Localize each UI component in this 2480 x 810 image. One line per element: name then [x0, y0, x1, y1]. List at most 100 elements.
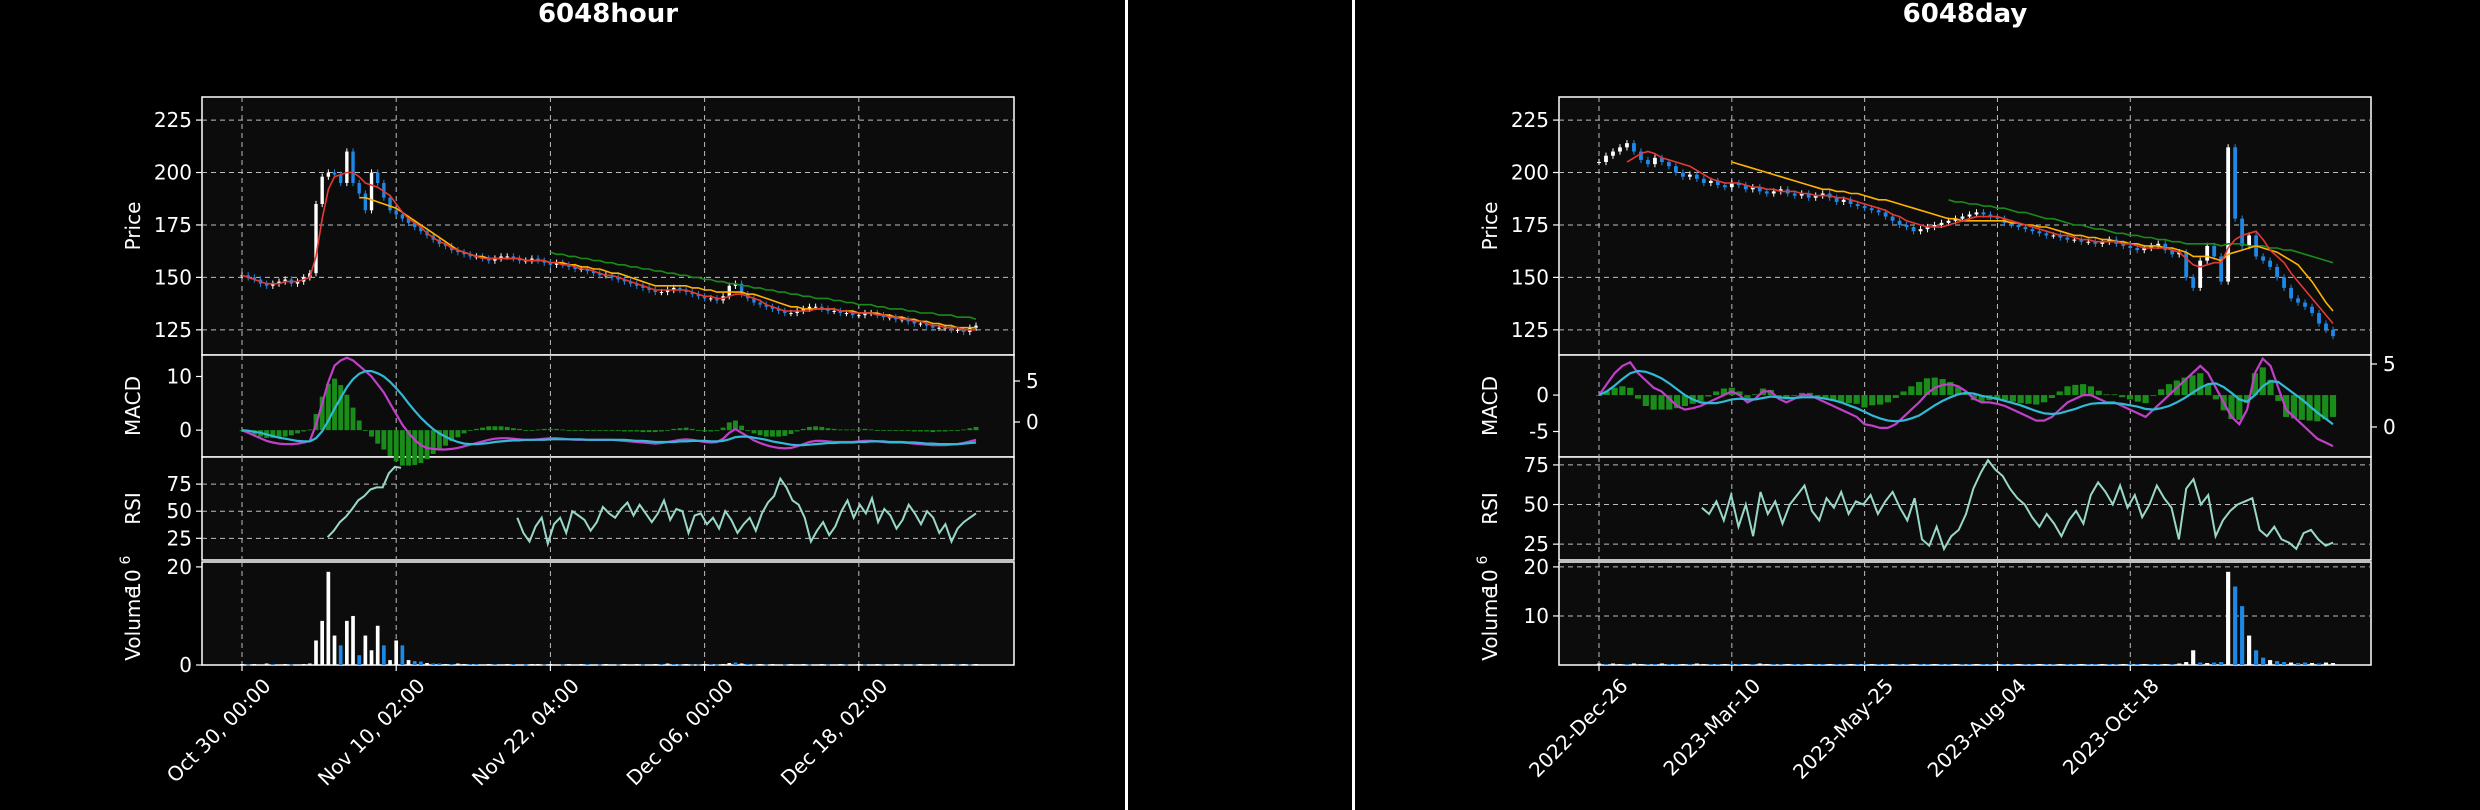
daily-volume-bar — [1820, 664, 1825, 666]
hourly-macd-ylabel: MACD — [121, 376, 145, 436]
hourly-candle-body — [937, 327, 941, 329]
hourly-candle-body — [573, 266, 577, 269]
hourly-macd-histogram-bar — [794, 430, 800, 432]
daily-candle-body — [1855, 203, 1860, 207]
daily-macd-histogram-bar — [2001, 395, 2009, 401]
daily-candle-body — [1722, 185, 1727, 188]
daily-volume-bar — [1603, 664, 1609, 666]
hourly-macd-histogram-bar — [369, 430, 374, 437]
daily-volume-bar — [2107, 664, 2112, 666]
hourly-macd-histogram-bar — [640, 430, 646, 433]
hourly-candle-body — [468, 254, 472, 257]
daily-candle-body — [1925, 227, 1930, 230]
daily-rsi-ytick-label: 25 — [1524, 532, 1549, 556]
daily-volume-bar — [1764, 664, 1769, 666]
daily-candle-body — [1639, 151, 1643, 160]
hourly-price-ytick-label: 125 — [154, 318, 192, 342]
daily-macd-histogram-bar — [2165, 384, 2173, 396]
daily-macd-histogram-bar — [2040, 395, 2048, 403]
daily-ma-mid-line — [1731, 161, 2334, 312]
daily-volume-bar — [1736, 664, 1741, 666]
daily-x-tick-label: 2023-May-25 — [1788, 674, 1898, 784]
daily-macd-histogram-bar — [2119, 395, 2126, 398]
daily-candle-body — [2107, 239, 2112, 242]
daily-volume-bar — [2177, 663, 2182, 665]
hourly-volume-bar — [437, 663, 442, 665]
daily-volume-bar — [1827, 664, 1832, 666]
hourly-volume-bar — [684, 664, 688, 666]
hourly-volume-bar — [363, 635, 368, 665]
hourly-volume-bar — [258, 664, 263, 666]
daily-volume-bar — [1939, 664, 1944, 666]
hourly-vol-ytick-label: 20 — [167, 555, 192, 579]
hourly-macd-histogram-bar — [362, 430, 368, 431]
hourly-macd-ytick-right-label: 5 — [1026, 369, 1039, 393]
hourly-macd-histogram-bar — [936, 430, 942, 432]
daily-macd-histogram-bar — [1775, 395, 1782, 397]
daily-price-pane — [1558, 96, 2372, 356]
daily-volume-bar — [2295, 663, 2301, 665]
daily-macd-histogram-bar — [1923, 378, 1931, 396]
hourly-volume-bar — [264, 663, 269, 665]
hourly-candle-body — [264, 283, 269, 286]
daily-macd-histogram-bar — [2017, 395, 2024, 404]
daily-vol-ylabel: Volume — [1478, 586, 1502, 660]
daily-volume-bar — [1778, 664, 1783, 666]
daily-macd-ylabel: MACD — [1478, 376, 1502, 436]
daily-volume-bar — [2114, 664, 2119, 666]
hourly-macd-histogram-bar — [288, 430, 294, 436]
hourly-candle-body — [838, 310, 842, 314]
hourly-volume-bar — [659, 664, 664, 666]
hourly-volume-bar — [400, 645, 405, 665]
hourly-macd-histogram-bar — [547, 428, 553, 431]
hourly-volume-bar — [283, 664, 288, 666]
daily-macd-histogram-bar — [2314, 395, 2321, 422]
daily-candle-body — [1771, 191, 1776, 194]
daily-candle-body — [1708, 180, 1713, 183]
daily-volume-bar — [1953, 664, 1958, 666]
daily-macd-histogram-bar — [1642, 395, 1649, 406]
hourly-volume-bar — [394, 640, 399, 665]
hourly-candle-body — [443, 243, 448, 246]
hourly-candle-body — [295, 281, 300, 284]
daily-candle-body — [1611, 151, 1615, 156]
daily-candle-body — [1736, 183, 1741, 186]
daily-candle-body — [1890, 216, 1895, 221]
hourly-candle-body — [585, 269, 590, 272]
hourly-volume-bar — [443, 664, 448, 666]
hourly-macd-histogram-bar — [862, 428, 868, 431]
hourly-macd-histogram-bar — [504, 426, 510, 431]
daily-volume-bar — [1974, 664, 1979, 666]
daily-candle-body — [2331, 329, 2335, 337]
hourly-macd-histogram-bar — [763, 430, 769, 437]
hourly-candle-body — [931, 325, 935, 328]
daily-volume-bar — [1687, 664, 1692, 666]
hourly-macd-histogram-bar — [270, 430, 276, 438]
hourly-macd-histogram-bar — [831, 428, 837, 431]
daily-macd-histogram-bar — [2181, 377, 2188, 396]
daily-candle-body — [2135, 248, 2140, 251]
hourly-candle-body — [536, 258, 540, 261]
hourly-candle-body — [826, 308, 830, 311]
daily-chart-svg: 6048day 2022-Dec-26 2023-Mar-10 2023-May-25… — [1475, 0, 2396, 784]
hourly-volume-bar — [480, 664, 485, 666]
hourly-macd-histogram-bar — [307, 429, 313, 431]
daily-volume-bar — [1981, 664, 1986, 666]
hourly-candle-body — [863, 313, 867, 316]
hourly-candle-body — [672, 287, 676, 290]
hourly-macd-histogram-bar — [486, 426, 492, 431]
daily-macd-histogram-bar — [2236, 395, 2243, 420]
daily-volume-bar — [2079, 664, 2084, 666]
daily-candle-body — [2296, 298, 2300, 303]
hourly-volume-bar — [628, 664, 633, 666]
daily-chart-panel: 6048day 2022-Dec-26 2023-Mar-10 2023-May-25… — [1352, 0, 2480, 810]
daily-candle-body — [1597, 162, 1601, 164]
hourly-volume-bar — [277, 664, 281, 666]
hourly-volume-bar — [468, 664, 473, 666]
hourly-candle-body — [690, 292, 694, 295]
daily-macd-histogram-bar — [1900, 391, 1907, 396]
daily-macd-histogram-bar — [1791, 395, 1798, 396]
daily-volume-bar — [2261, 657, 2266, 665]
hourly-candle-body — [517, 258, 522, 261]
hourly-volume-bar — [961, 664, 966, 666]
